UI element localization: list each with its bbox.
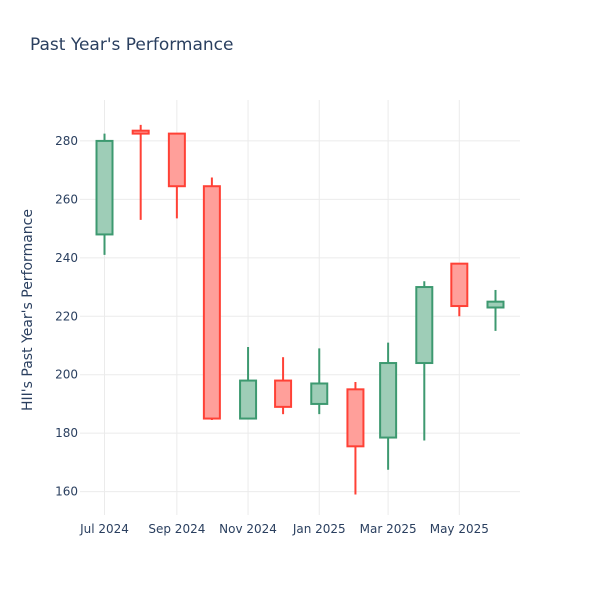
y-tick-label: 200	[55, 368, 78, 382]
candle	[131, 124, 150, 220]
x-axis-ticks: Jul 2024 Sep 2024 Nov 2024 Jan 2025 Mar 2025…	[79, 522, 489, 536]
candle-body	[131, 129, 150, 135]
candle-body	[274, 379, 293, 408]
y-tick-label: 160	[55, 485, 78, 499]
x-tick-label: Mar 2025	[360, 522, 417, 536]
candle	[310, 348, 329, 415]
candles	[95, 124, 505, 495]
gridlines	[80, 100, 520, 515]
x-tick-label: Jul 2024	[79, 522, 129, 536]
candle	[95, 133, 114, 255]
y-tick-label: 240	[55, 251, 78, 265]
y-tick-label: 220	[55, 309, 78, 323]
candle-body	[167, 132, 186, 188]
candle	[486, 289, 505, 331]
x-tick-label: May 2025	[430, 522, 489, 536]
y-tick-label: 180	[55, 426, 78, 440]
x-tick-label: Jan 2025	[292, 522, 346, 536]
chart-title: Past Year's Performance	[30, 35, 234, 55]
candle	[379, 342, 398, 470]
y-tick-label: 280	[55, 134, 78, 148]
candle-body	[310, 382, 329, 405]
x-tick-label: Nov 2024	[219, 522, 277, 536]
candle	[274, 357, 293, 415]
candle	[167, 132, 186, 219]
candle-body	[95, 139, 114, 236]
candle-body	[486, 300, 505, 309]
candle-body	[415, 286, 434, 365]
y-axis-title: HII's Past Year's Performance	[20, 209, 36, 411]
candle-body	[202, 185, 221, 420]
y-tick-label: 260	[55, 192, 78, 206]
candle-body	[239, 379, 258, 420]
y-axis-ticks: 160 180 200 220 240 260 280	[55, 134, 78, 499]
candle	[450, 262, 469, 317]
x-tick-label: Sep 2024	[148, 522, 205, 536]
candle	[415, 281, 434, 441]
candle	[346, 382, 365, 495]
candle-body	[450, 262, 469, 308]
candle-body	[379, 362, 398, 439]
candle	[239, 346, 258, 420]
candle	[202, 177, 221, 421]
candle-body	[346, 388, 365, 448]
